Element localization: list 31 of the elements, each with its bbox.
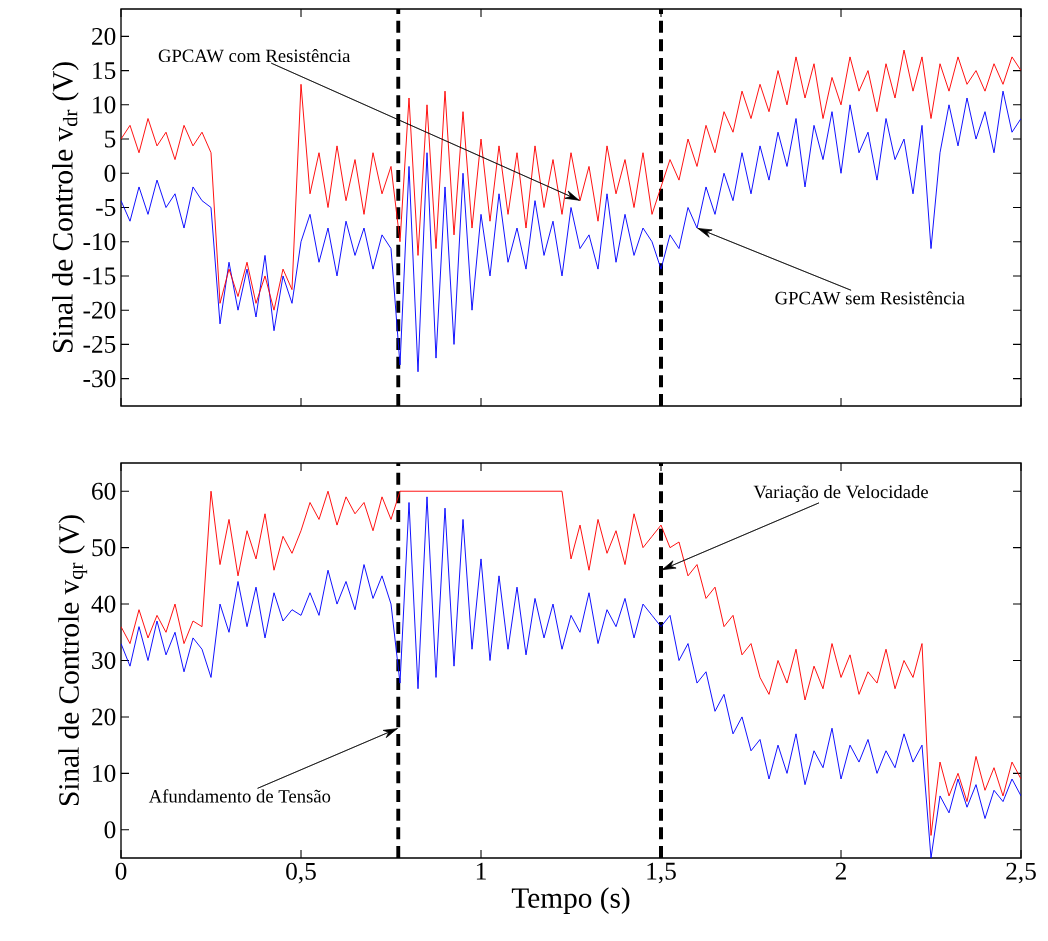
y-tick-label: 5 bbox=[105, 130, 116, 148]
y-tick-label: 10 bbox=[93, 764, 116, 782]
x-tick-label: 2 bbox=[835, 862, 846, 880]
y-tick-label: -30 bbox=[83, 370, 116, 388]
y-tick-label: 40 bbox=[91, 595, 116, 613]
annotation: Afundamento de Tensão bbox=[148, 789, 331, 803]
x-tick-label: 1 bbox=[476, 862, 486, 880]
y-tick-label: 0 bbox=[104, 164, 116, 182]
y-tick-label: -15 bbox=[83, 267, 116, 285]
x-tick-label: 2,5 bbox=[1006, 862, 1036, 884]
y-tick-label: 30 bbox=[92, 651, 116, 670]
y-tick-label: 10 bbox=[93, 96, 116, 114]
annotation: GPCAW sem Resistência bbox=[775, 291, 965, 305]
y-tick-label: 0 bbox=[104, 821, 116, 839]
y-tick-label: -20 bbox=[83, 301, 116, 319]
y-tick-label: -5 bbox=[96, 199, 116, 216]
y-tick-label: 20 bbox=[92, 27, 116, 45]
x-tick-label: 0,5 bbox=[286, 862, 316, 884]
y-tick-label: 50 bbox=[92, 539, 116, 557]
y-tick-label: -25 bbox=[83, 335, 116, 353]
y-tick-label: -10 bbox=[83, 233, 116, 251]
y-tick-label: 15 bbox=[93, 62, 116, 80]
x-axis-title: Tempo (s) bbox=[511, 887, 630, 914]
y-axis-title: Sinal de Controle v$_{qr}$ (V) bbox=[58, 515, 88, 806]
annotation: Variação de Velocidade bbox=[753, 485, 928, 502]
x-tick-label: 1,5 bbox=[647, 862, 676, 884]
y-tick-label: 60 bbox=[92, 482, 116, 500]
annotation: GPCAW com Resistência bbox=[158, 48, 351, 63]
y-axis-title: Sinal de Controle v$_{dr}$ (V) bbox=[52, 62, 79, 353]
x-tick-label: 0 bbox=[115, 862, 127, 880]
y-tick-label: 20 bbox=[92, 708, 116, 726]
